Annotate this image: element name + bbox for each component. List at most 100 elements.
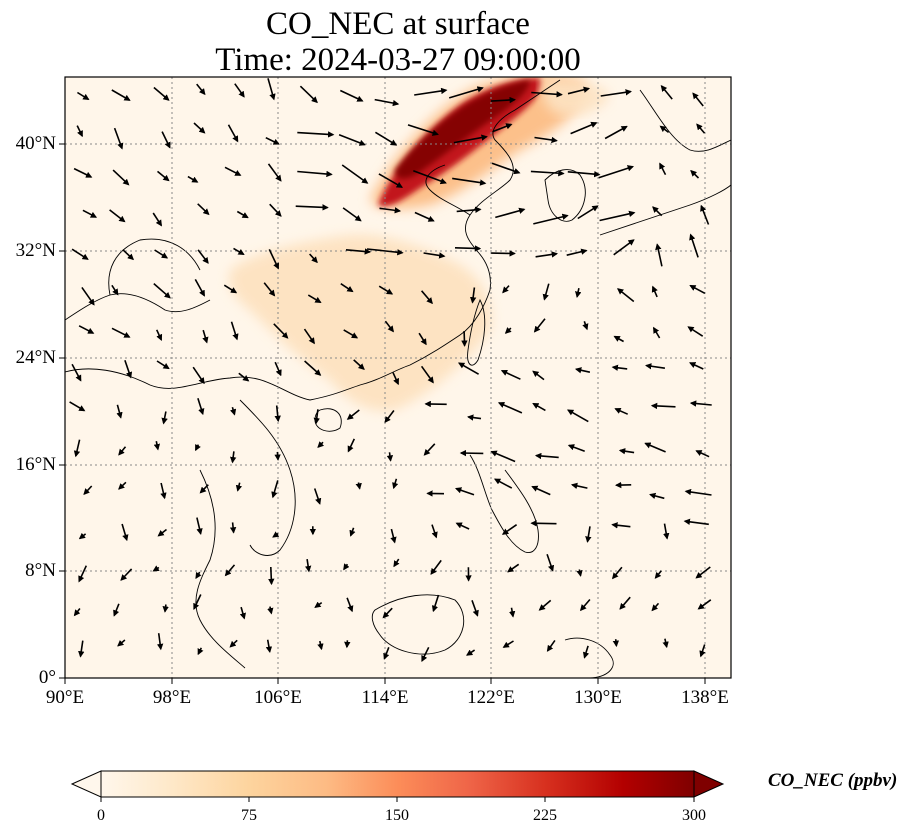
wind-arrow: [299, 85, 318, 104]
wind-arrow: [413, 170, 447, 185]
wind-arrow: [343, 563, 350, 571]
wind-arrow: [696, 123, 706, 134]
wind-arrow: [378, 285, 394, 295]
wind-arrow: [534, 136, 558, 144]
wind-arrow: [414, 87, 448, 96]
wind-arrow: [81, 286, 95, 306]
wind-arrow: [493, 478, 513, 489]
wind-arrow: [229, 639, 238, 648]
wind-arrow: [613, 239, 635, 256]
wind-arrow: [192, 366, 205, 385]
wind-arrow: [338, 133, 366, 146]
wind-arrow: [76, 125, 83, 138]
wind-arrow: [383, 647, 390, 660]
lon-label-106e: 106°E: [254, 687, 302, 708]
wind-arrow: [700, 204, 710, 225]
wind-arrow: [495, 207, 526, 219]
wind-arrow: [233, 247, 245, 255]
wind-arrow: [236, 210, 249, 219]
wind-arrow: [111, 327, 131, 338]
wind-arrow: [227, 124, 239, 143]
wind-arrow: [297, 131, 335, 138]
wind-arrow: [353, 359, 365, 370]
wind-arrow: [111, 89, 131, 101]
wind-arrow: [160, 482, 167, 500]
wind-arrow: [117, 639, 126, 647]
wind-arrow: [269, 203, 282, 217]
wind-arrow: [599, 210, 636, 222]
wind-arrow: [508, 607, 516, 618]
coastlines: [65, 79, 731, 678]
wind-arrow: [304, 558, 312, 573]
wind-arrow: [295, 204, 329, 211]
wind-arrow: [124, 359, 133, 379]
wind-arrow: [73, 439, 81, 458]
wind-arrow: [699, 644, 706, 658]
wind-arrow: [339, 89, 364, 102]
wind-arrow: [530, 169, 565, 177]
concentration-field: [229, 77, 610, 411]
wind-arrow: [420, 290, 433, 305]
lon-label-122e: 122°E: [467, 687, 515, 708]
wind-arrow: [274, 451, 281, 461]
wind-arrow: [69, 401, 86, 412]
wind-arrow: [120, 568, 133, 581]
wind-arrow: [265, 639, 273, 654]
wind-arrow: [229, 451, 237, 464]
wind-arrow: [197, 203, 210, 216]
wind-arrow: [235, 482, 243, 492]
wind-arrow: [224, 166, 242, 176]
wind-arrow: [196, 83, 206, 96]
colorbar-tick-0: 0: [97, 807, 105, 824]
wind-arrow: [663, 523, 670, 540]
lon-label-114e: 114°E: [361, 687, 409, 708]
wind-arrow: [274, 361, 282, 377]
wind-arrow: [267, 163, 282, 182]
wind-arrow: [392, 372, 399, 386]
wind-arrow: [542, 283, 550, 301]
wind-arrow: [689, 284, 706, 295]
wind-arrow: [268, 249, 280, 270]
wind-arrow: [430, 559, 442, 575]
wind-arrow: [567, 444, 585, 452]
wind-arrow: [612, 639, 620, 648]
wind-arrow: [156, 633, 164, 651]
wind-arrow: [193, 594, 202, 610]
wind-arrow: [121, 523, 129, 542]
wind-arrow: [155, 329, 163, 341]
wind-arrow: [390, 528, 397, 544]
wind-arrow: [313, 488, 322, 505]
map-title-line1: CO_NEC at surface: [266, 6, 530, 42]
wind-arrow: [392, 478, 399, 490]
wind-arrow: [504, 327, 512, 334]
wind-arrow: [194, 279, 205, 297]
wind-arrow: [689, 233, 699, 258]
wind-arrow: [162, 604, 169, 613]
wind-arrow: [611, 566, 623, 580]
wind-arrow: [346, 597, 354, 613]
wind-arrow: [471, 600, 479, 617]
wind-arrow: [466, 649, 476, 656]
wind-arrow: [342, 207, 362, 222]
wind-arrow: [307, 294, 322, 303]
wind-arrow: [267, 78, 276, 101]
wind-arrow: [618, 448, 635, 455]
wind-arrow: [500, 369, 521, 380]
wind-arrow: [598, 165, 635, 179]
wind-arrow: [113, 127, 124, 150]
wind-arrow: [616, 288, 635, 303]
colorbar-tick-300: 300: [682, 807, 706, 824]
wind-arrow: [378, 173, 404, 188]
wind-arrow: [546, 554, 555, 572]
wind-arrow: [455, 522, 470, 530]
wind-arrow: [238, 372, 250, 382]
wind-arrow: [492, 123, 513, 133]
map-frame: [64, 76, 732, 679]
wind-arrow: [197, 647, 204, 656]
wind-arrow: [313, 409, 320, 425]
wind-arrow: [156, 360, 170, 370]
wind-arrow: [73, 167, 93, 178]
wind-arrow: [386, 452, 394, 462]
korea-japan-band: [542, 79, 610, 116]
wind-arrow: [453, 134, 488, 144]
